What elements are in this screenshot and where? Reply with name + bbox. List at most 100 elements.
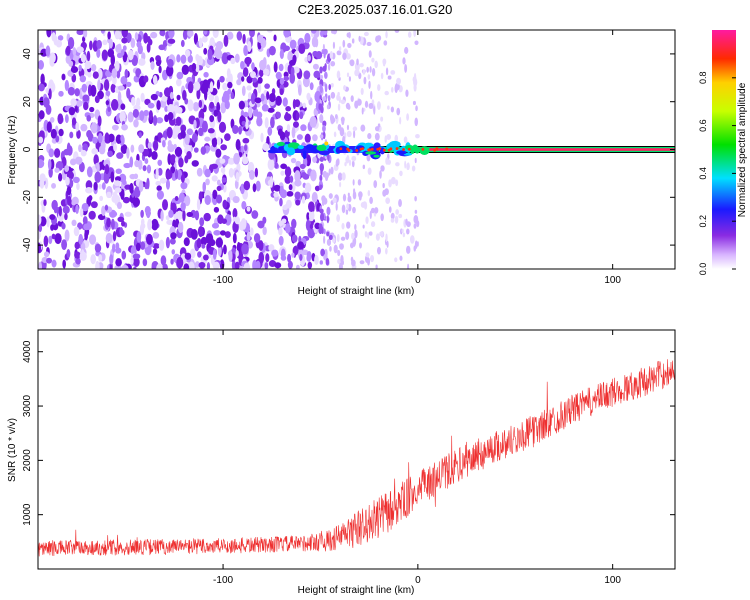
spectrogram-noise-blob — [414, 195, 417, 202]
snr-y-tick-label: 2000 — [22, 449, 33, 472]
spectrogram-noise-blob — [243, 45, 249, 57]
spectrogram-noise-blob — [370, 254, 375, 263]
spectrogram-noise-blob — [198, 127, 204, 137]
spectrogram-noise-blob — [359, 260, 365, 265]
snr-y-tick-label: 3000 — [22, 394, 33, 417]
spectrogram-noise-blob — [354, 229, 358, 239]
spectrogram-noise-blob — [390, 218, 395, 223]
spectrogram-noise-blob — [324, 71, 328, 79]
spectrogram-noise-blob — [414, 209, 418, 214]
spectrogram-noise-blob — [215, 237, 223, 248]
spectrogram-noise-blob — [409, 235, 415, 244]
spectrogram-noise-blob — [54, 233, 62, 245]
spectrogram-noise-blob — [97, 115, 102, 127]
spectrogram-noise-blob — [377, 123, 381, 128]
spectrogram-noise-blob — [168, 97, 173, 106]
spectrogram-noise-blob — [394, 257, 398, 263]
signal-peak-dot — [376, 147, 380, 151]
spectrogram-noise-blob — [174, 169, 179, 180]
spectrogram-noise-blob — [345, 102, 351, 110]
spectrogram-noise-blob — [337, 249, 341, 257]
spectrogram-noise-blob — [242, 137, 250, 144]
spectrogram-noise-blob — [186, 151, 192, 160]
spectrogram-noise-blob — [91, 63, 97, 72]
spectrogram-noise-blob — [180, 130, 186, 139]
spectrogram-noise-blob — [43, 251, 50, 258]
spectrogram-noise-blob — [195, 261, 200, 268]
spectrogram-noise-blob — [44, 177, 49, 190]
spectrogram-noise-blob — [121, 220, 126, 227]
spectrogram-noise-blob — [299, 163, 306, 169]
spectrogram-x-tick-label: -100 — [213, 275, 233, 286]
spectrogram-noise-blob — [105, 100, 110, 106]
signal-peak-dot — [355, 149, 359, 152]
spectrogram-noise-blob — [198, 191, 203, 201]
spectrogram-noise-blob — [84, 230, 89, 241]
spectrogram-noise-blob — [166, 219, 174, 226]
spectrogram-noise-blob — [117, 91, 122, 103]
spectrogram-noise-blob — [174, 195, 179, 202]
spectrogram-noise-blob — [182, 89, 187, 101]
spectrogram-noise-blob — [413, 78, 418, 87]
spectrogram-noise-blob — [390, 70, 396, 75]
spectrogram-noise-blob — [181, 64, 190, 75]
spectrogram-noise-blob — [247, 41, 252, 53]
spectrogram-noise-blob — [368, 50, 372, 58]
signal-peak-dot — [324, 141, 329, 146]
spectrogram-noise-blob — [217, 111, 222, 123]
spectrogram-noise-blob — [123, 162, 131, 169]
spectrogram-noise-blob — [370, 90, 373, 100]
spectrogram-noise-blob — [167, 104, 175, 114]
spectrogram-noise-blob — [279, 131, 286, 141]
spectrogram-noise-blob — [232, 195, 240, 204]
spectrogram-noise-blob — [337, 91, 340, 97]
spectrogram-noise-blob — [159, 99, 167, 108]
spectrogram-noise-blob — [68, 106, 76, 116]
spectrogram-noise-blob — [65, 176, 70, 186]
spectrogram-noise-blob — [152, 115, 158, 126]
spectrogram-noise-blob — [165, 179, 171, 190]
spectrogram-noise-blob — [239, 145, 245, 153]
spectrogram-noise-blob — [339, 127, 345, 137]
spectrogram-noise-blob — [187, 54, 193, 63]
spectrogram-noise-blob — [115, 134, 122, 144]
spectrogram-noise-blob — [224, 231, 231, 238]
spectrogram-noise-blob — [416, 220, 420, 228]
spectrogram-noise-blob — [209, 101, 215, 109]
spectrogram-noise-blob — [109, 254, 114, 265]
spectrogram-noise-blob — [278, 63, 284, 72]
spectrogram-noise-blob — [252, 183, 257, 193]
spectrogram-noise-blob — [349, 59, 355, 67]
spectrogram-noise-blob — [45, 45, 51, 57]
spectrogram-noise-blob — [402, 57, 406, 65]
spectrogram-noise-blob — [288, 184, 293, 191]
spectrogram-noise-blob — [250, 71, 256, 79]
spectrogram-noise-blob — [338, 46, 342, 52]
spectrogram-noise-blob — [88, 195, 93, 201]
spectrogram-noise-blob — [120, 134, 125, 143]
spectrogram-noise-blob — [233, 152, 240, 165]
spectrogram-noise-blob — [121, 30, 128, 38]
spectrogram-noise-blob — [50, 128, 57, 139]
spectrogram-noise-blob — [234, 216, 241, 225]
spectrogram-noise-blob — [268, 45, 276, 56]
spectrogram-noise-blob — [279, 189, 288, 199]
spectrogram-noise-blob — [390, 176, 396, 185]
spectrogram-noise-blob — [320, 30, 324, 37]
spectrogram-noise-blob — [201, 120, 208, 133]
spectrogram-noise-blob — [341, 204, 346, 214]
spectrogram-noise-blob — [380, 213, 384, 222]
spectrogram-noise-blob — [241, 85, 246, 97]
spectrogram-noise-blob — [414, 117, 419, 127]
spectrogram-noise-blob — [327, 153, 330, 162]
spectrogram-noise-blob — [246, 85, 252, 91]
signal-turbulence-blob — [405, 145, 414, 151]
spectrogram-noise-blob — [81, 83, 88, 93]
spectrogram-noise-blob — [176, 94, 181, 101]
spectrogram-noise-blob — [83, 101, 89, 111]
spectrogram-noise-blob — [124, 69, 129, 79]
spectrogram-noise-blob — [335, 159, 339, 167]
spectrogram-noise-blob — [156, 100, 161, 111]
spectrogram-noise-blob — [279, 197, 283, 207]
spectrogram-noise-blob — [204, 168, 211, 178]
